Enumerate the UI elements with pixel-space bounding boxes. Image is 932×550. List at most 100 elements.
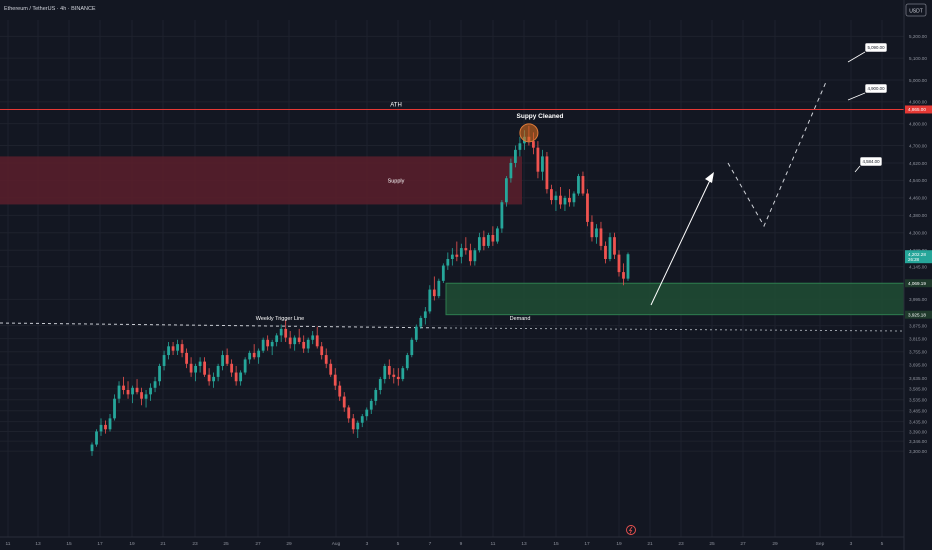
candle-body: [351, 418, 355, 430]
candle-body: [257, 350, 261, 358]
candle-body: [513, 149, 517, 163]
projection-dashed-path: [727, 81, 827, 228]
price-tick-label: 4,380.00: [909, 213, 927, 218]
candles-series: [90, 125, 630, 456]
supply-zone[interactable]: [0, 156, 522, 205]
candle-body: [396, 376, 400, 380]
candle-body: [518, 143, 522, 150]
candle-body: [495, 228, 499, 242]
candle-body: [473, 250, 477, 262]
ath-label: ATH: [390, 102, 402, 108]
candle-body: [441, 265, 445, 281]
candle-body: [279, 328, 283, 336]
candle-body: [432, 289, 436, 297]
price-tick-label: 4,300.00: [909, 231, 927, 236]
time-tick-label: 19: [616, 541, 622, 547]
candle-body: [135, 387, 139, 393]
candle-body: [590, 221, 594, 238]
demand-zone[interactable]: [445, 282, 905, 316]
price-axis-background: [904, 0, 932, 550]
price-tag-label: 4,865.00: [908, 107, 926, 112]
candle-body: [126, 389, 130, 395]
price-tag: [905, 310, 932, 319]
candle-body: [626, 254, 630, 279]
candle-body: [261, 339, 265, 351]
time-tick-label: 11: [491, 541, 496, 547]
candle-body: [198, 361, 202, 366]
time-tick-label: 25: [223, 541, 229, 547]
time-tick-label: Aug: [332, 541, 341, 547]
price-tick-label: 5,000.00: [909, 78, 927, 83]
supply-label: Supply: [388, 178, 405, 184]
candle-body: [617, 254, 621, 273]
candle-body: [586, 193, 589, 222]
candle-body: [477, 237, 481, 251]
candle-body: [405, 355, 409, 369]
candle-body: [297, 337, 301, 342]
candle-body: [464, 248, 468, 251]
target-callouts: 5,090.00 4,900.00 4,584.00: [847, 42, 888, 173]
lightning-icon[interactable]: [626, 525, 636, 535]
candle-body: [320, 346, 324, 356]
candle-body: [504, 178, 508, 203]
demand-label: Demand: [510, 316, 531, 322]
price-tag-label: 3,925.18: [908, 312, 926, 317]
candle-body: [239, 372, 243, 382]
currency-badge-label: USDT: [909, 8, 923, 14]
demand-midline: [449, 327, 905, 332]
candle-body: [284, 328, 288, 338]
candle-body: [270, 341, 274, 347]
candle-body: [194, 365, 197, 373]
time-tick-label: 7: [429, 541, 432, 547]
candle-body: [189, 363, 193, 373]
candle-body: [509, 162, 513, 179]
projection-arrow: [650, 175, 713, 306]
candle-body: [572, 193, 576, 203]
target-label: 4,584.00: [862, 159, 880, 164]
candle-body: [122, 385, 125, 390]
price-axis[interactable]: 5,200.00 5,100.00 5,000.00 4,900.00 4,800.00…: [909, 34, 927, 454]
time-tick-label: 13: [35, 541, 41, 547]
time-tick-label: 27: [255, 541, 261, 547]
candle-body: [104, 424, 107, 430]
candle-body: [550, 189, 553, 201]
candle-body: [131, 387, 134, 395]
candle-body: [500, 202, 504, 229]
price-tick-label: 3,485.00: [909, 409, 927, 414]
price-tag: [905, 279, 932, 288]
candle-body: [216, 365, 220, 377]
symbol-title[interactable]: Ethereum / TetherUS · 4h · BINANCE: [4, 6, 96, 12]
candle-body: [613, 237, 616, 255]
candle-body: [113, 398, 116, 419]
candle-body: [622, 272, 625, 279]
target-pointer: [847, 51, 866, 63]
candle-body: [338, 385, 342, 397]
price-tag: [905, 105, 932, 114]
price-tick-label: 3,695.00: [909, 363, 927, 368]
price-tick-label: 4,460.00: [909, 196, 927, 201]
price-tick-label: 3,995.00: [909, 297, 927, 302]
candle-body: [158, 365, 161, 382]
currency-badge[interactable]: [905, 3, 927, 17]
candle-body: [468, 250, 472, 262]
target-label: 5,090.00: [867, 45, 885, 50]
candle-body: [176, 344, 179, 351]
candle-body: [383, 365, 387, 380]
time-tick-label: 11: [6, 541, 11, 547]
target-pointer: [847, 92, 866, 101]
price-tick-label: 3,390.00: [909, 429, 927, 434]
price-tick-label: 4,145.00: [909, 264, 927, 269]
candle-body: [333, 374, 337, 386]
candle-body: [221, 355, 225, 366]
candle-body: [532, 141, 535, 148]
projection-path: [650, 81, 827, 306]
candle-body: [360, 416, 364, 423]
price-tick-label: 5,100.00: [909, 56, 927, 61]
time-tick-label: 5: [397, 541, 400, 547]
candle-body: [230, 363, 234, 373]
candle-body: [491, 234, 495, 242]
time-axis[interactable]: 11 13 15 17 19 21 23 25 27 29 Aug 3 5 7 9 11 13 15 17 19 21 2…: [6, 541, 884, 547]
weekly-trigger-label: Weekly Trigger Line: [256, 316, 305, 322]
